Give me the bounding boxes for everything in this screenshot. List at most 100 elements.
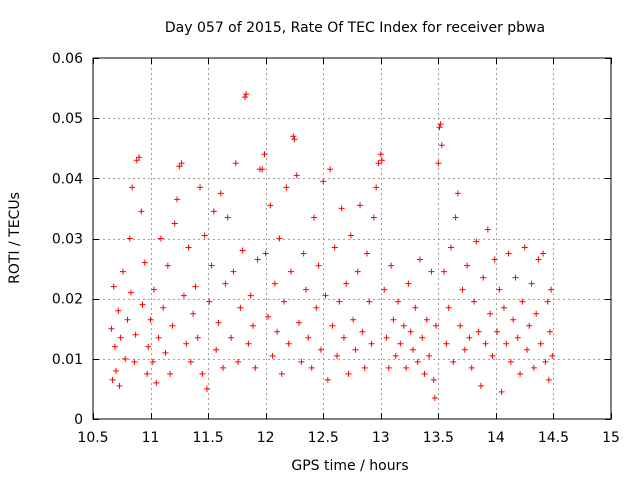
data-point bbox=[133, 157, 140, 164]
data-point bbox=[322, 292, 329, 299]
data-point bbox=[262, 250, 269, 257]
data-point bbox=[459, 286, 466, 293]
data-point bbox=[276, 235, 283, 242]
data-point bbox=[117, 334, 124, 341]
data-point bbox=[340, 334, 347, 341]
data-point bbox=[131, 358, 138, 365]
data-point bbox=[545, 376, 552, 383]
data-point bbox=[535, 256, 542, 263]
data-point bbox=[109, 376, 116, 383]
data-point bbox=[269, 352, 276, 359]
x-tick-label: 12 bbox=[257, 430, 275, 446]
data-point bbox=[108, 325, 115, 332]
data-point bbox=[115, 307, 122, 314]
x-tick-label: 12.5 bbox=[308, 430, 339, 446]
data-point bbox=[400, 322, 407, 329]
data-point bbox=[438, 142, 445, 149]
data-point bbox=[300, 250, 307, 257]
data-point bbox=[164, 262, 171, 269]
data-point bbox=[291, 136, 298, 143]
data-point bbox=[315, 262, 322, 269]
data-point bbox=[549, 352, 556, 359]
data-point bbox=[192, 283, 199, 290]
data-point bbox=[542, 358, 549, 365]
chart-title: Day 057 of 2015, Rate Of TEC Index for r… bbox=[165, 20, 545, 36]
data-point bbox=[496, 286, 503, 293]
data-point bbox=[178, 160, 185, 167]
data-point bbox=[259, 166, 266, 173]
data-point bbox=[498, 388, 505, 395]
data-point bbox=[489, 352, 496, 359]
data-point bbox=[278, 370, 285, 377]
data-point bbox=[392, 352, 399, 359]
data-point bbox=[537, 340, 544, 347]
data-point bbox=[305, 334, 312, 341]
data-point bbox=[217, 190, 224, 197]
axis-ticks: 10.5 11 11.5 12 12.5 13 13.5 14 14.5 15 0 0.01 0.02 0… bbox=[52, 51, 620, 446]
data-point bbox=[512, 274, 519, 281]
data-point bbox=[185, 244, 192, 251]
data-point bbox=[519, 298, 526, 305]
data-point bbox=[403, 364, 410, 371]
data-point bbox=[132, 331, 139, 338]
data-point bbox=[334, 352, 341, 359]
data-point bbox=[317, 346, 324, 353]
data-point bbox=[412, 304, 419, 311]
data-point bbox=[491, 256, 498, 263]
x-tick-label: 11.5 bbox=[193, 430, 224, 446]
data-point bbox=[461, 346, 468, 353]
data-point bbox=[354, 268, 361, 275]
data-point bbox=[224, 214, 231, 221]
data-point bbox=[203, 385, 210, 392]
y-tick-label: 0.01 bbox=[52, 352, 83, 368]
data-point bbox=[293, 172, 300, 179]
data-point bbox=[450, 358, 457, 365]
data-point bbox=[410, 346, 417, 353]
data-point bbox=[247, 292, 254, 299]
data-point bbox=[157, 235, 164, 242]
x-tick-label: 14 bbox=[487, 430, 505, 446]
data-point bbox=[347, 232, 354, 239]
data-point bbox=[285, 340, 292, 347]
x-tick-label: 14.5 bbox=[538, 430, 569, 446]
data-point bbox=[169, 322, 176, 329]
data-point bbox=[378, 157, 385, 164]
data-point bbox=[215, 319, 222, 326]
x-tick-label: 13 bbox=[372, 430, 390, 446]
data-point bbox=[484, 226, 491, 233]
data-point bbox=[151, 286, 158, 293]
data-point bbox=[180, 292, 187, 299]
data-point bbox=[197, 184, 204, 191]
data-point bbox=[533, 310, 540, 317]
data-point bbox=[443, 340, 450, 347]
data-point bbox=[431, 394, 438, 401]
data-point bbox=[139, 301, 146, 308]
data-point bbox=[368, 340, 375, 347]
x-tick-label: 10.5 bbox=[77, 430, 108, 446]
data-point bbox=[510, 316, 517, 323]
data-point bbox=[136, 154, 143, 161]
data-point bbox=[517, 370, 524, 377]
data-point bbox=[290, 133, 297, 140]
data-point bbox=[271, 280, 278, 287]
data-point bbox=[145, 343, 152, 350]
data-point bbox=[222, 280, 229, 287]
x-tick-label: 11 bbox=[142, 430, 160, 446]
data-point bbox=[119, 268, 126, 275]
data-point bbox=[350, 316, 357, 323]
data-point bbox=[174, 196, 181, 203]
data-point bbox=[361, 364, 368, 371]
data-point bbox=[423, 316, 430, 323]
y-tick-label: 0.03 bbox=[52, 232, 83, 248]
data-point bbox=[237, 304, 244, 311]
data-point bbox=[343, 280, 350, 287]
data-point bbox=[530, 364, 537, 371]
data-point bbox=[201, 232, 208, 239]
data-point bbox=[122, 355, 129, 362]
data-point bbox=[397, 340, 404, 347]
y-tick-label: 0.02 bbox=[52, 292, 83, 308]
plot-frame bbox=[92, 57, 612, 420]
data-point bbox=[457, 322, 464, 329]
data-point bbox=[208, 262, 215, 269]
